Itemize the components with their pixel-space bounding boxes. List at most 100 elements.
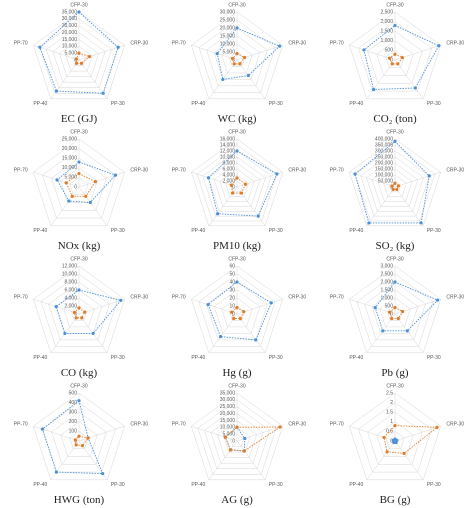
grid-ring [388,180,402,193]
tick-label: 0.5 [386,429,393,435]
marker [353,172,357,176]
axis-label: CRP-30 [130,168,148,174]
grid-ring [364,281,426,341]
tick-label: 500 [69,390,78,396]
tick-label: 30,000 [220,9,236,15]
marker [390,62,394,66]
marker [101,91,105,95]
marker [80,444,84,448]
marker [278,425,282,429]
marker [63,331,67,336]
marker [436,298,440,302]
tick-label: 30 [229,287,235,293]
tick-label: 500 [385,48,394,54]
tick-label: 20,000 [220,25,236,31]
grid-ring [213,35,261,80]
grid-ring [52,32,106,83]
series-line [363,24,440,90]
marker [395,187,399,192]
tick-label: 500 [385,303,394,309]
axis-label: PP-40 [33,482,47,488]
grid-ring [349,138,441,227]
grid-ring [202,150,272,217]
grid-ring [191,392,283,481]
grid-ring [40,273,118,347]
grid-ring [385,431,405,450]
tick-label: 4,000 [64,295,77,301]
grid-ring [230,433,244,447]
marker [218,335,223,339]
grid-ring [360,150,430,217]
axis-label: PP-70 [330,168,344,174]
grid-ring [59,39,99,77]
tick-label: 2.5 [386,390,393,396]
marker [387,56,392,60]
tick-label: 2 [390,400,393,406]
marker [391,187,395,192]
marker [40,427,45,431]
grid-ring [383,174,407,197]
tick-label: 20,000 [62,146,78,152]
tick-label: 25,000 [62,136,78,142]
marker [113,173,118,177]
marker [396,184,401,188]
tick-label: 100,000 [375,172,393,178]
axis-label: CRP-30 [446,422,464,428]
axis-label: CRP-30 [446,168,464,174]
spoke [78,171,125,188]
series-line [374,281,439,332]
marker [55,178,59,182]
grid-ring [349,392,441,481]
spoke [394,440,424,480]
marker [242,449,246,453]
marker [235,425,239,429]
marker [388,310,392,314]
tick-label: 5,000 [64,50,77,56]
spoke [349,298,396,315]
grid-ring [60,421,98,457]
marker [393,424,397,428]
grid-ring [213,162,261,207]
spoke [366,59,396,99]
grid-ring [367,30,423,84]
marker [229,183,233,187]
grid-ring [356,273,434,347]
marker [206,176,211,180]
tick-label: 0 [232,438,235,444]
tick-label: 15,000 [220,33,236,39]
grid-ring [371,162,419,207]
series-line [41,399,104,475]
spoke [366,440,396,480]
chart-title: BG (g) [380,494,411,506]
marker [77,51,81,55]
grid-ring [376,40,414,76]
marker [54,89,59,93]
marker [390,316,394,321]
marker [419,221,423,225]
grid-ring [377,168,413,202]
spoke [394,425,441,442]
chart-title: Hg (g) [222,367,251,379]
marker [83,310,87,314]
grid-ring [221,297,253,328]
axis-label: PP-70 [14,422,28,428]
marker [381,329,385,333]
tick-label: 200 [69,419,78,425]
marker [77,171,81,176]
axis-label: CRP-30 [446,295,464,301]
grid-ring [208,156,266,212]
grid-ring [33,11,125,100]
spoke [33,425,80,442]
tick-label: 0 [390,57,393,63]
series-line [216,27,281,80]
marker [243,436,247,441]
axis-label: PP-70 [14,168,28,174]
marker [235,280,239,284]
grid-ring [219,168,255,202]
tick-label: 1.5 [386,410,393,416]
spoke [208,440,238,480]
grid-ring [48,281,110,341]
axis-label: CFP-30 [386,129,403,135]
marker [84,194,88,198]
